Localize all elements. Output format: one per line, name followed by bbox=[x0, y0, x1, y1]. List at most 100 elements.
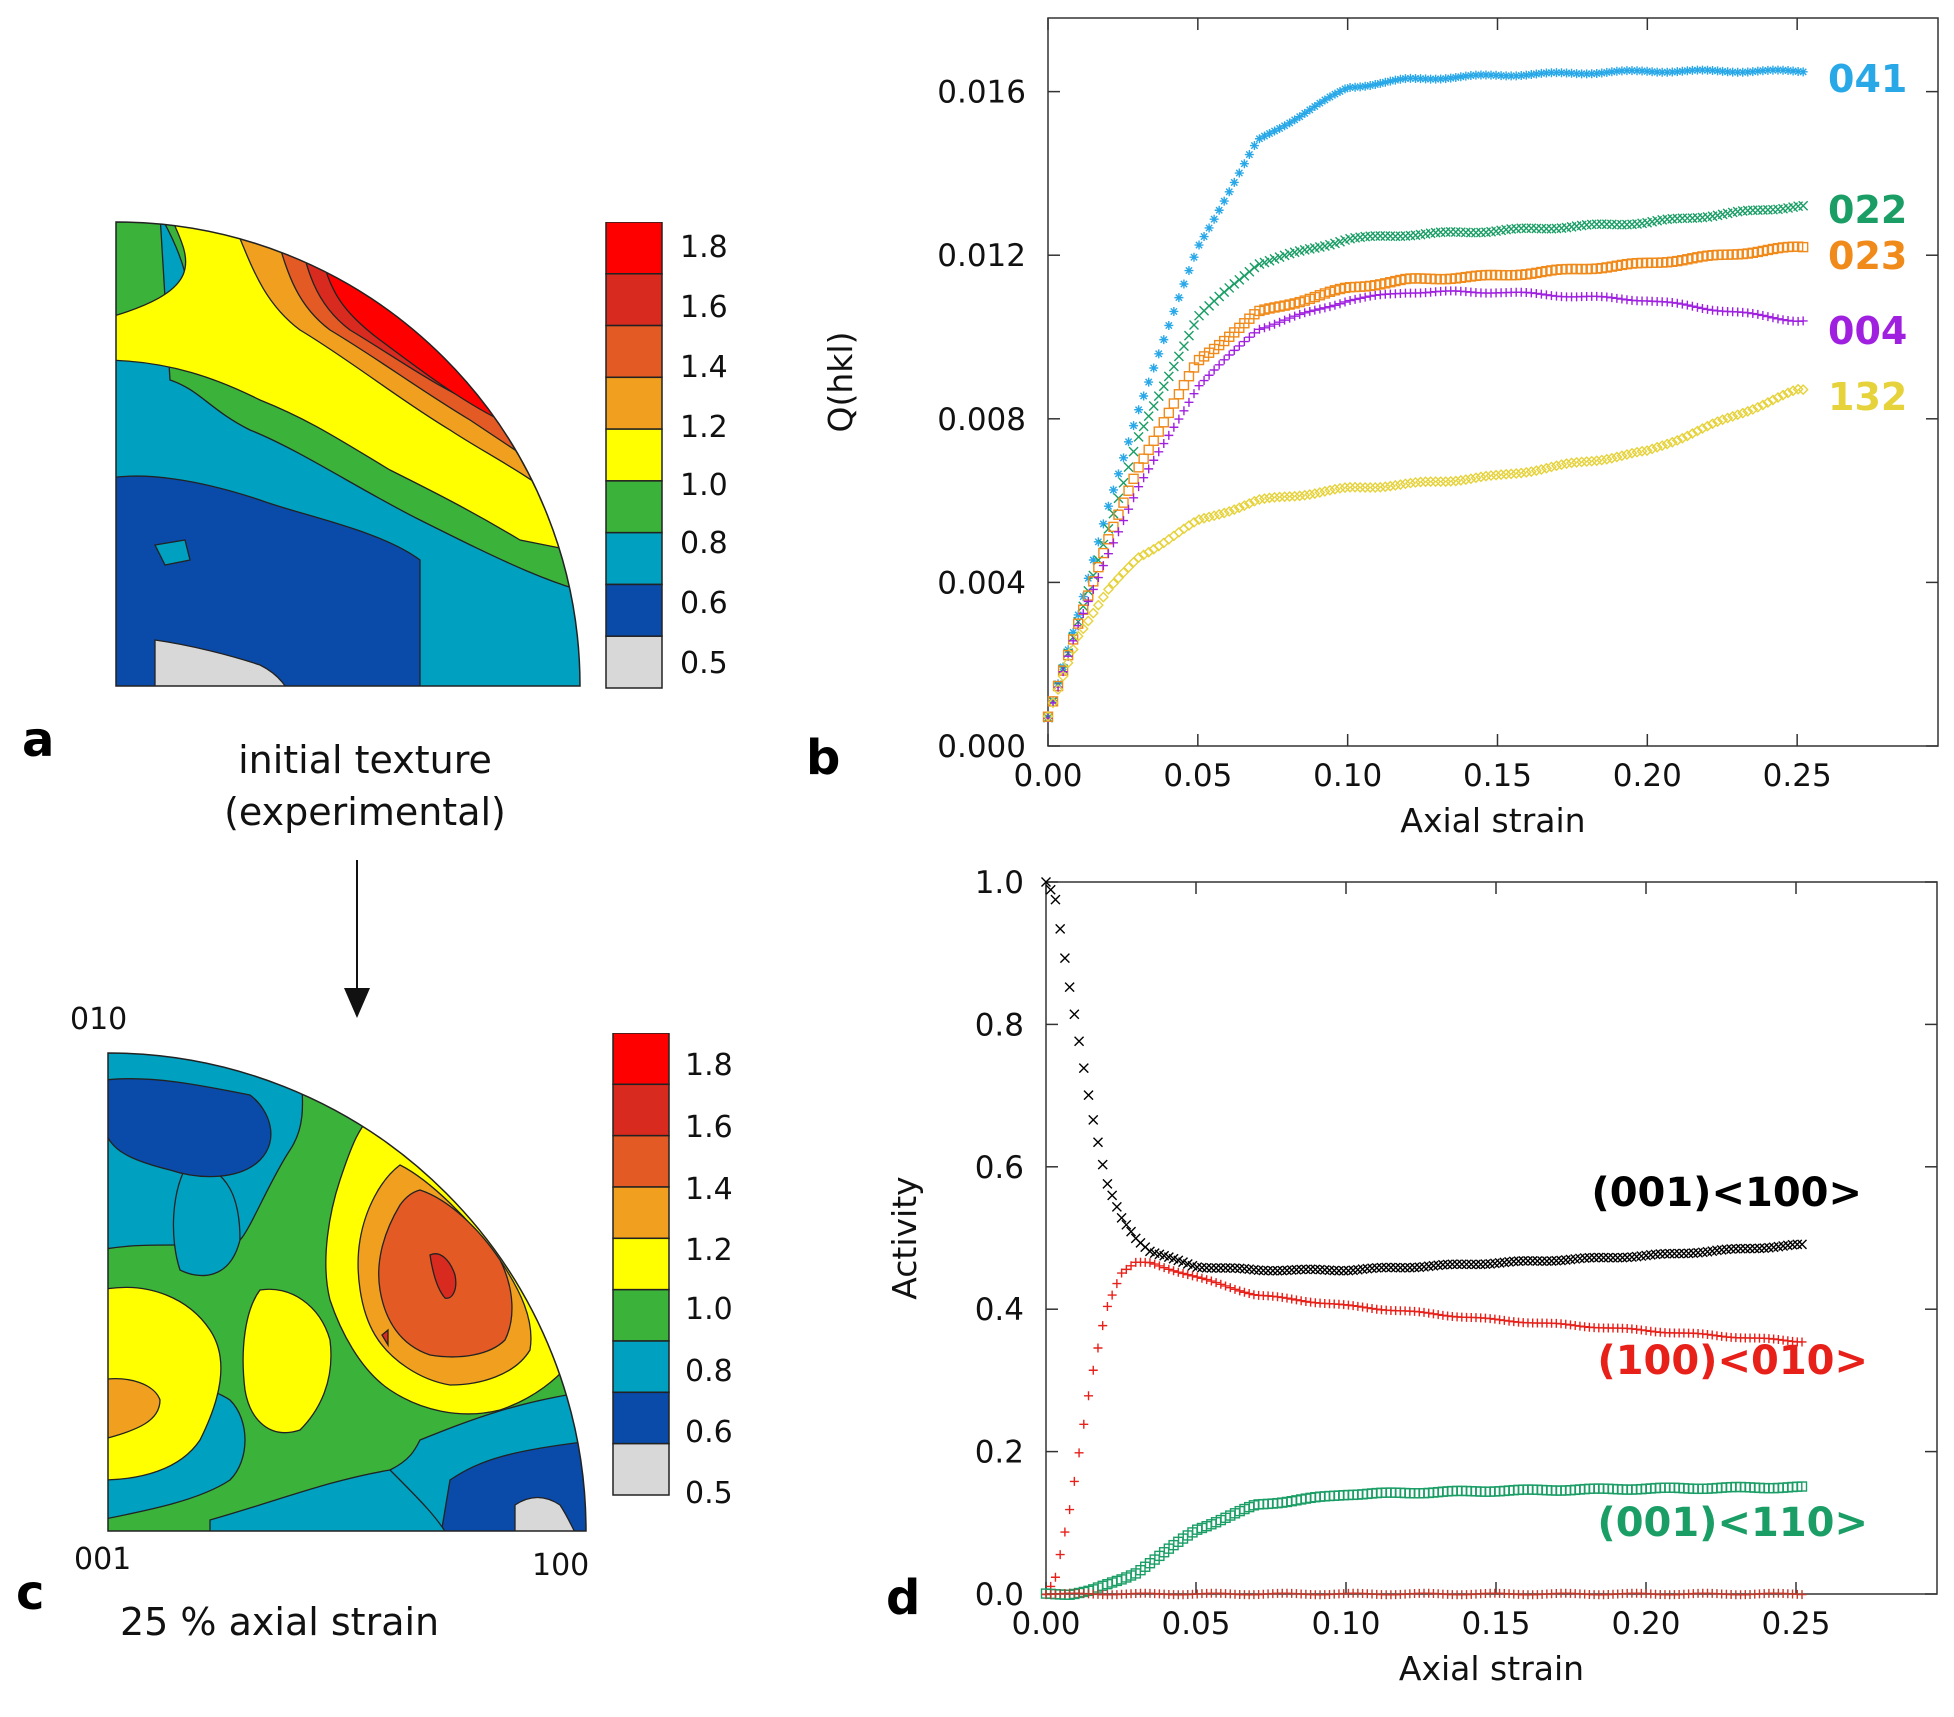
data-point bbox=[1667, 67, 1677, 77]
data-point bbox=[1199, 232, 1209, 242]
data-point bbox=[1446, 73, 1456, 83]
data-point bbox=[1442, 1259, 1453, 1270]
colorbar-swatch bbox=[605, 221, 663, 275]
data-point bbox=[1686, 428, 1698, 440]
panel-c-letter: c bbox=[16, 1565, 45, 1621]
data-point bbox=[1055, 923, 1066, 934]
data-point bbox=[1415, 476, 1427, 488]
data-point bbox=[1763, 312, 1773, 322]
data-point bbox=[1295, 112, 1305, 122]
series-132 bbox=[1042, 383, 1809, 722]
data-point bbox=[1659, 1248, 1670, 1259]
data-point bbox=[1138, 549, 1150, 561]
data-point bbox=[1203, 511, 1215, 523]
data-point bbox=[1187, 1271, 1197, 1281]
data-point bbox=[1641, 445, 1653, 457]
data-point bbox=[1128, 446, 1139, 457]
data-point bbox=[1206, 1262, 1217, 1273]
data-point bbox=[1593, 1252, 1604, 1263]
data-point bbox=[1078, 608, 1088, 618]
data-point bbox=[1345, 82, 1355, 92]
data-point bbox=[1045, 884, 1056, 895]
data-point bbox=[1550, 460, 1562, 472]
data-point bbox=[1754, 1243, 1765, 1254]
data-point bbox=[1752, 401, 1764, 413]
data-point bbox=[1404, 477, 1416, 489]
data-point bbox=[1748, 309, 1758, 319]
data-point bbox=[1632, 66, 1642, 76]
data-point bbox=[1309, 488, 1321, 500]
data-point bbox=[1364, 482, 1376, 494]
data-point bbox=[1060, 1527, 1070, 1537]
data-point bbox=[1048, 698, 1058, 708]
data-point bbox=[1540, 462, 1552, 474]
data-point bbox=[1263, 1265, 1274, 1276]
data-point bbox=[1291, 1264, 1302, 1275]
colorbar-swatch bbox=[612, 1288, 670, 1342]
data-point bbox=[1456, 1259, 1467, 1270]
data-point bbox=[1687, 65, 1697, 75]
y-tick-label: 1.0 bbox=[975, 865, 1024, 901]
data-point bbox=[1164, 430, 1174, 440]
data-point bbox=[1612, 1252, 1623, 1263]
data-point bbox=[1762, 397, 1774, 409]
data-point bbox=[1797, 241, 1809, 253]
data-point bbox=[1274, 491, 1286, 503]
data-point bbox=[1126, 1261, 1136, 1271]
data-point bbox=[1691, 425, 1703, 437]
data-point bbox=[1279, 491, 1291, 503]
data-point bbox=[1284, 491, 1296, 503]
data-point bbox=[1567, 68, 1577, 78]
colorbar-swatch bbox=[605, 376, 663, 430]
data-point bbox=[1340, 84, 1350, 94]
data-point bbox=[1098, 561, 1108, 571]
data-point bbox=[1376, 1262, 1387, 1273]
data-point bbox=[1169, 422, 1179, 432]
data-point bbox=[1201, 1262, 1212, 1273]
data-point bbox=[1586, 455, 1598, 467]
data-point bbox=[1280, 315, 1290, 325]
data-point bbox=[1329, 1265, 1340, 1276]
data-point bbox=[1285, 118, 1295, 128]
data-point bbox=[1138, 421, 1149, 432]
data-point bbox=[1702, 65, 1712, 75]
data-point bbox=[1280, 121, 1290, 131]
data-point bbox=[1249, 328, 1259, 338]
data-point bbox=[1057, 670, 1069, 682]
data-point bbox=[1118, 567, 1130, 579]
data-point bbox=[1215, 1262, 1226, 1273]
data-point bbox=[1355, 82, 1365, 92]
down-arrow-icon bbox=[344, 860, 370, 1018]
data-point bbox=[1637, 66, 1647, 76]
data-point bbox=[1329, 483, 1341, 495]
data-point bbox=[1119, 453, 1129, 463]
data-point bbox=[1606, 452, 1618, 464]
data-point bbox=[1204, 223, 1214, 233]
data-point bbox=[1485, 470, 1497, 482]
data-point bbox=[1083, 596, 1093, 606]
data-point bbox=[1270, 319, 1280, 329]
data-point bbox=[1602, 67, 1612, 77]
data-point bbox=[1079, 1419, 1089, 1429]
data-point bbox=[1272, 1265, 1283, 1276]
y-tick-label: 0.0 bbox=[975, 1577, 1024, 1613]
data-point bbox=[1753, 309, 1763, 319]
colorbar-a bbox=[605, 221, 665, 689]
data-point bbox=[1072, 630, 1084, 642]
data-point bbox=[1305, 306, 1315, 316]
colorbar-a-label: 0.5 bbox=[680, 646, 728, 681]
data-point bbox=[1577, 69, 1587, 79]
colorbar-c-label: 0.8 bbox=[685, 1354, 733, 1389]
data-point bbox=[1068, 636, 1078, 646]
data-point bbox=[1475, 471, 1487, 483]
data-point bbox=[1197, 1273, 1207, 1283]
data-point bbox=[1206, 1276, 1216, 1286]
data-point bbox=[1093, 573, 1103, 583]
data-point bbox=[1621, 449, 1633, 460]
data-point bbox=[1796, 1481, 1808, 1492]
data-point bbox=[1420, 476, 1432, 488]
data-point bbox=[1365, 291, 1375, 301]
data-point bbox=[1597, 68, 1607, 78]
y-tick-label: 0.8 bbox=[975, 1007, 1024, 1043]
data-point bbox=[1455, 474, 1467, 486]
